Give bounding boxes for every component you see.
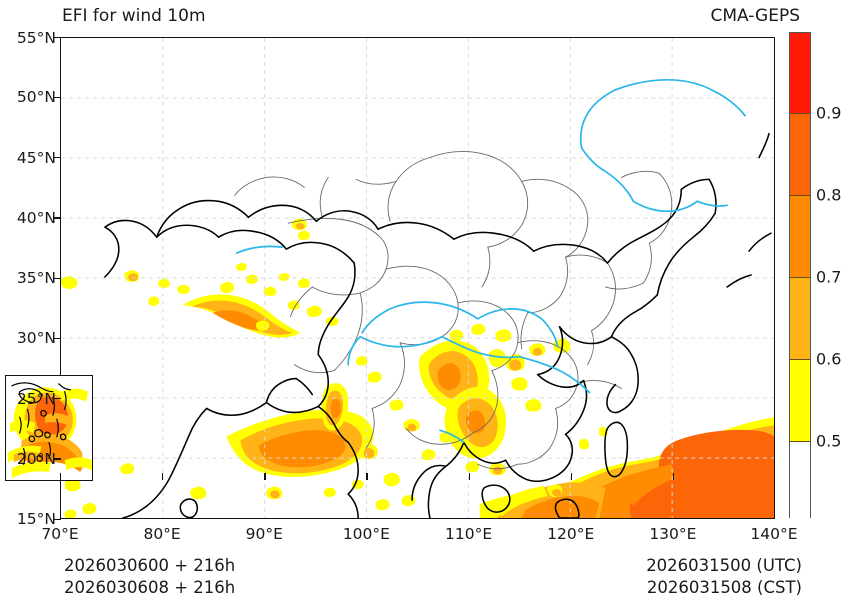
colorbar-tick-label: 0.7 (816, 267, 842, 287)
page-title: EFI for wind 10m (62, 6, 206, 26)
map-plot-area (60, 37, 775, 519)
x-tick-label: 90°E (245, 525, 283, 543)
y-tick-label: 30°N (16, 329, 56, 348)
colorbar-tick-label: 0.9 (816, 103, 842, 123)
colorbar-tick-label: 0.5 (816, 431, 842, 451)
y-axis-labels: 15°N 20°N 25°N 30°N 35°N 40°N 45°N 50°N … (0, 0, 56, 608)
graticule (61, 38, 774, 518)
x-tick-label: 140°E (750, 525, 798, 543)
colorbar-tick-label: 0.8 (816, 185, 842, 205)
rivers (235, 78, 746, 444)
init-time-utc: 2026030600 + 216h (64, 556, 236, 575)
y-tick-label: 15°N (16, 510, 56, 528)
inset-field (7, 382, 92, 479)
x-tick-label: 110°E (445, 525, 493, 543)
colorbar-band (790, 442, 810, 519)
model-label: CMA-GEPS (710, 6, 800, 26)
colorbar-band (790, 360, 810, 442)
y-tick-label: 45°N (16, 148, 56, 167)
colorbar-tick-label: 0.6 (816, 349, 842, 369)
efi-shaded-field (61, 218, 774, 518)
colorbar-band (790, 114, 810, 196)
coastline (104, 132, 772, 518)
x-tick-label: 70°E (41, 525, 79, 543)
y-tick-label: 25°N (16, 389, 56, 408)
y-tick-label: 35°N (16, 269, 56, 287)
y-tick-label: 55°N (16, 28, 56, 47)
map-outlines (61, 38, 774, 518)
colorbar (789, 32, 811, 519)
y-tick-label: 50°N (16, 88, 56, 107)
colorbar-band (790, 278, 810, 360)
x-tick-label: 120°E (547, 525, 595, 543)
colorbar-band (790, 33, 810, 114)
colorbar-band (790, 196, 810, 278)
x-tick-label: 130°E (649, 525, 697, 543)
valid-time-cst: 2026031508 (CST) (646, 578, 802, 597)
x-tick-label: 100°E (342, 525, 390, 543)
x-tick-label: 80°E (143, 525, 181, 543)
y-tick-label: 40°N (16, 208, 56, 227)
init-time-cst: 2026030608 + 216h (64, 578, 236, 597)
y-tick-label: 20°N (16, 449, 56, 468)
south-china-sea-inset (5, 375, 93, 481)
valid-time-utc: 2026031500 (UTC) (646, 556, 802, 575)
province-boundaries (234, 151, 673, 470)
